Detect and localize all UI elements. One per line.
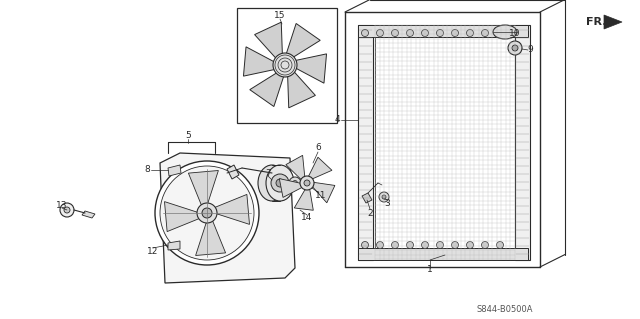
- Bar: [515, 25, 530, 260]
- Circle shape: [481, 29, 488, 36]
- Text: 13: 13: [56, 201, 68, 210]
- Polygon shape: [82, 211, 95, 218]
- Text: 4: 4: [334, 115, 340, 124]
- Circle shape: [436, 29, 444, 36]
- Circle shape: [292, 181, 298, 186]
- Circle shape: [155, 161, 259, 265]
- Circle shape: [276, 179, 284, 187]
- Circle shape: [160, 166, 254, 260]
- Circle shape: [422, 29, 429, 36]
- Ellipse shape: [266, 165, 294, 201]
- Polygon shape: [313, 182, 335, 203]
- Polygon shape: [227, 165, 239, 179]
- Circle shape: [304, 180, 310, 186]
- Polygon shape: [279, 179, 301, 197]
- Polygon shape: [294, 54, 326, 83]
- Polygon shape: [308, 157, 332, 179]
- Circle shape: [376, 241, 383, 249]
- Circle shape: [379, 192, 389, 202]
- Polygon shape: [294, 189, 314, 210]
- Text: 1: 1: [427, 265, 433, 275]
- Circle shape: [273, 53, 297, 77]
- Circle shape: [451, 241, 458, 249]
- Polygon shape: [196, 221, 225, 256]
- Polygon shape: [287, 71, 316, 108]
- Ellipse shape: [493, 25, 517, 39]
- Circle shape: [362, 29, 369, 36]
- Text: 2: 2: [367, 209, 373, 218]
- Circle shape: [289, 177, 301, 189]
- Text: 6: 6: [315, 144, 321, 152]
- Text: S844-B0500A: S844-B0500A: [477, 306, 533, 315]
- Polygon shape: [286, 155, 305, 179]
- Circle shape: [451, 29, 458, 36]
- Circle shape: [300, 176, 314, 190]
- Circle shape: [271, 174, 289, 192]
- Polygon shape: [164, 202, 199, 232]
- Circle shape: [406, 29, 413, 36]
- Circle shape: [362, 241, 369, 249]
- Bar: [375, 25, 515, 260]
- Circle shape: [392, 241, 399, 249]
- Polygon shape: [215, 194, 250, 224]
- Circle shape: [382, 195, 386, 199]
- Text: 12: 12: [147, 247, 159, 256]
- Text: 5: 5: [185, 131, 191, 140]
- Circle shape: [481, 241, 488, 249]
- Circle shape: [467, 241, 474, 249]
- Ellipse shape: [258, 165, 286, 201]
- Polygon shape: [250, 72, 284, 107]
- Circle shape: [392, 29, 399, 36]
- Polygon shape: [168, 241, 180, 250]
- Polygon shape: [362, 193, 372, 203]
- Text: 10: 10: [509, 28, 521, 38]
- Text: 11: 11: [316, 190, 327, 199]
- Polygon shape: [168, 165, 181, 176]
- Bar: [358, 248, 528, 260]
- Polygon shape: [286, 24, 320, 58]
- Bar: [358, 25, 528, 37]
- Circle shape: [497, 241, 504, 249]
- Circle shape: [376, 29, 383, 36]
- Circle shape: [497, 29, 504, 36]
- Text: 7: 7: [265, 168, 271, 177]
- Polygon shape: [188, 170, 218, 205]
- Circle shape: [197, 203, 217, 223]
- Circle shape: [406, 241, 413, 249]
- Circle shape: [422, 241, 429, 249]
- Text: 9: 9: [527, 46, 533, 55]
- Polygon shape: [604, 15, 622, 29]
- Text: 8: 8: [144, 166, 150, 174]
- Circle shape: [436, 241, 444, 249]
- Bar: [237, 8, 337, 123]
- Circle shape: [202, 208, 212, 218]
- Text: 3: 3: [384, 198, 390, 207]
- Bar: [358, 25, 373, 260]
- Circle shape: [512, 45, 518, 51]
- Text: 15: 15: [275, 11, 285, 20]
- Circle shape: [508, 41, 522, 55]
- Polygon shape: [255, 22, 282, 59]
- Text: FR.: FR.: [586, 17, 607, 27]
- Polygon shape: [160, 153, 295, 283]
- Circle shape: [467, 29, 474, 36]
- Text: 14: 14: [301, 213, 313, 222]
- Circle shape: [60, 203, 74, 217]
- Polygon shape: [243, 47, 276, 76]
- Circle shape: [64, 207, 70, 213]
